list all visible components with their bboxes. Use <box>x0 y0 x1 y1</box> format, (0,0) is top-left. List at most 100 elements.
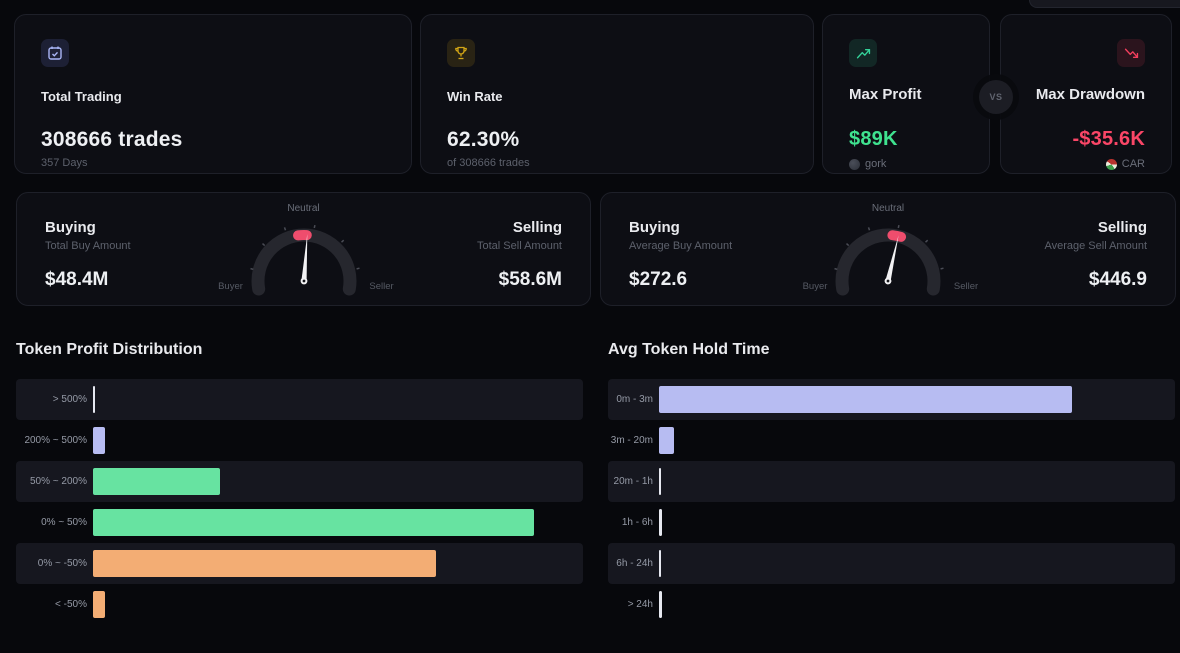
bar-category-label: < -50% <box>55 599 87 610</box>
selling-value: $58.6M <box>498 269 562 290</box>
gauge-label-neutral: Neutral <box>871 203 905 214</box>
gauge-svg <box>834 224 944 296</box>
bar-track <box>659 427 1175 454</box>
car-coin-icon <box>1105 158 1117 170</box>
buying-subtitle: Average Buy Amount <box>629 240 733 252</box>
gauge-needle <box>300 234 307 285</box>
bar-category-label: > 24h <box>627 599 653 610</box>
bar-track <box>659 468 1175 495</box>
chart-row: 200% ~ 500% <box>16 420 583 461</box>
card-title: Win Rate <box>447 89 503 104</box>
chart-row: 50% ~ 200% <box>16 461 583 502</box>
card-subtitle: of 308666 trades <box>447 157 530 169</box>
top-right-partial-button[interactable] <box>1029 0 1180 8</box>
chart-row: 0m - 3m <box>608 379 1175 420</box>
buying-title: Buying <box>629 219 680 236</box>
bar[interactable] <box>659 550 661 577</box>
bar-category-label: 50% ~ 200% <box>30 476 87 487</box>
selling-subtitle: Total Sell Amount <box>477 240 562 252</box>
trend-up-icon <box>849 39 877 67</box>
bar-track <box>93 386 583 413</box>
token-label: gork <box>865 158 887 170</box>
bar-track <box>93 509 583 536</box>
trophy-icon <box>447 39 475 67</box>
token-row: CAR <box>1105 158 1145 170</box>
buying-title: Buying <box>45 219 96 236</box>
chart-row: 1h - 6h <box>608 502 1175 543</box>
vs-badge: VS <box>979 80 1013 114</box>
gauge-label-seller: Seller <box>953 281 979 292</box>
trend-down-icon <box>1117 39 1145 67</box>
card-title: Max Profit <box>849 86 922 103</box>
chart-row: 3m - 20m <box>608 420 1175 461</box>
card-value: 308666 trades <box>41 128 183 151</box>
buy-sell-total-card: Buying Total Buy Amount $48.4M Neutral <box>16 192 591 306</box>
calendar-check-icon <box>41 39 69 67</box>
bar[interactable] <box>93 550 436 577</box>
bar-category-label: 0% ~ 50% <box>41 517 87 528</box>
bar-track <box>659 550 1175 577</box>
hold-time-title: Avg Token Hold Time <box>608 341 770 358</box>
gauge-marker <box>887 230 907 242</box>
buying-value: $272.6 <box>629 269 688 290</box>
bar-track <box>93 468 583 495</box>
win-rate-card: Win Rate 62.30% of 308666 trades <box>420 14 814 174</box>
bar[interactable] <box>93 509 534 536</box>
chart-row: > 500% <box>16 379 583 420</box>
bar-category-label: 3m - 20m <box>610 435 653 446</box>
selling-subtitle: Average Sell Amount <box>1044 240 1147 252</box>
card-value: -$35.6K <box>1072 128 1145 150</box>
bar[interactable] <box>659 591 662 618</box>
chart-row: 20m - 1h <box>608 461 1175 502</box>
bar-track <box>93 550 583 577</box>
bar-category-label: 0m - 3m <box>616 394 653 405</box>
buy-sell-gauge: Neutral Buyer Seller <box>802 193 978 307</box>
bar[interactable] <box>659 468 662 495</box>
chart-row: 6h - 24h <box>608 543 1175 584</box>
bar-track <box>659 386 1175 413</box>
bar-category-label: 20m - 1h <box>613 476 653 487</box>
avg-token-hold-time-chart: 0m - 3m 3m - 20m 20m - 1h 1h - 6h 6h - 24h > … <box>608 379 1175 625</box>
gork-coin-icon <box>849 158 860 170</box>
selling-title: Selling <box>1097 219 1147 236</box>
bar-track <box>659 509 1175 536</box>
token-label: CAR <box>1121 158 1145 170</box>
bar-track <box>93 427 583 454</box>
buy-sell-average-card: Buying Average Buy Amount $272.6 Neutral <box>600 192 1176 306</box>
chart-row: > 24h <box>608 584 1175 625</box>
buying-subtitle: Total Buy Amount <box>45 240 131 252</box>
max-profit-card: Max Profit $89K gork <box>822 14 990 174</box>
buying-value: $48.4M <box>45 269 109 290</box>
gauge-svg <box>249 224 360 296</box>
bar-track <box>93 591 583 618</box>
gauge-label-neutral: Neutral <box>287 203 320 214</box>
token-row: gork <box>849 158 886 170</box>
bar[interactable] <box>93 468 221 495</box>
bar[interactable] <box>93 427 106 454</box>
bar[interactable] <box>93 591 106 618</box>
card-value: $89K <box>849 128 898 150</box>
profit-distribution-title: Token Profit Distribution <box>16 341 203 358</box>
card-title: Total Trading <box>41 89 122 104</box>
bar-category-label: 200% ~ 500% <box>24 435 87 446</box>
gauge-label-buyer: Buyer <box>218 281 243 292</box>
card-title: Max Drawdown <box>1035 86 1145 103</box>
gauge-label-buyer: Buyer <box>802 281 828 292</box>
gauge-marker <box>292 229 312 241</box>
max-drawdown-card: Max Drawdown -$35.6K CAR <box>1000 14 1172 174</box>
bar-category-label: > 500% <box>52 394 87 405</box>
selling-title: Selling <box>512 219 562 236</box>
bar-category-label: 1h - 6h <box>621 517 653 528</box>
token-profit-distribution-chart: > 500% 200% ~ 500% 50% ~ 200% 0% ~ 50% 0% ~ … <box>16 379 583 625</box>
bar-category-label: 0% ~ -50% <box>37 558 87 569</box>
bar-category-label: 6h - 24h <box>616 558 653 569</box>
bar[interactable] <box>659 427 674 454</box>
gauge-needle <box>884 235 899 285</box>
total-trading-card: Total Trading 308666 trades 357 Days <box>14 14 412 174</box>
bar[interactable] <box>659 509 662 536</box>
bar[interactable] <box>659 386 1072 413</box>
chart-row: < -50% <box>16 584 583 625</box>
card-value: 62.30% <box>447 128 520 151</box>
bar[interactable] <box>93 386 95 413</box>
